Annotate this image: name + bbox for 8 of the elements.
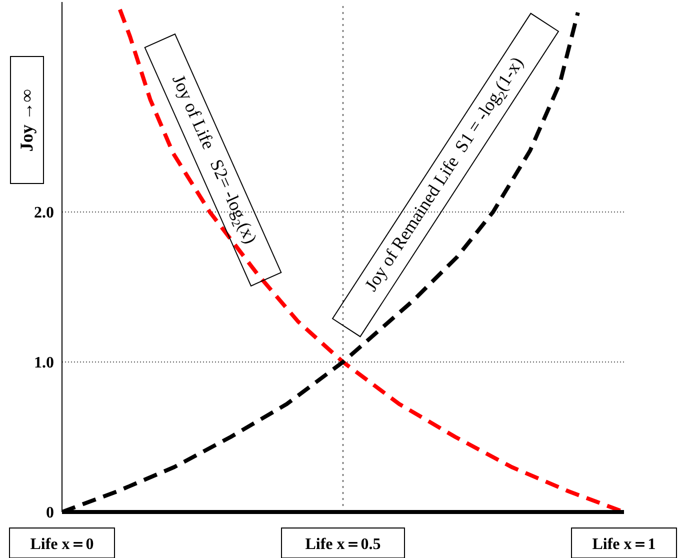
x-tick-label: Life x＝1 xyxy=(592,536,656,553)
y-tick-label: 0 xyxy=(46,504,54,522)
y-tick-label: 2.0 xyxy=(34,204,54,222)
y-axis-title: Joy →∞ xyxy=(16,88,38,152)
line-series xyxy=(118,8,624,512)
x-tick-label: Life x＝0.5 xyxy=(305,536,381,553)
x-tick-label: Life x＝0 xyxy=(30,536,94,553)
y-tick-label: 1.0 xyxy=(34,354,54,372)
